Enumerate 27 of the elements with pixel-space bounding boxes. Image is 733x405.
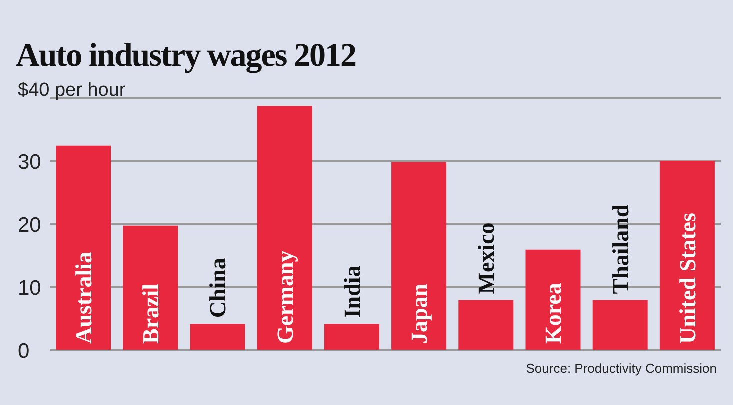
bar	[190, 324, 246, 350]
chart-title: Auto industry wages 2012	[16, 38, 356, 75]
x-tick-label: Japan	[407, 284, 432, 344]
source-note: Source: Productivity Commission	[526, 361, 717, 376]
bar	[56, 146, 112, 350]
y-tick-label: 20	[18, 214, 42, 237]
x-tick-label: India	[340, 265, 365, 318]
y-tick-label: $40 per hour	[18, 80, 126, 101]
x-tick-label: Mexico	[474, 222, 500, 294]
x-tick-label: Australia	[72, 252, 97, 344]
bar	[458, 300, 514, 350]
x-tick-label: Korea	[541, 282, 566, 344]
bar	[526, 250, 581, 350]
y-tick-label: 10	[18, 277, 42, 300]
bar	[392, 162, 447, 350]
bar	[257, 106, 312, 350]
x-tick-label: United States	[675, 212, 700, 344]
y-tick-label: 0	[18, 340, 30, 363]
bar	[324, 324, 380, 350]
x-tick-label: Thailand	[608, 204, 634, 294]
bar	[123, 226, 178, 350]
x-tick-label: Germany	[272, 250, 298, 344]
x-tick-label: China	[206, 258, 231, 318]
bar	[660, 161, 715, 350]
x-tick-label: Brazil	[138, 284, 164, 344]
bar	[592, 300, 648, 350]
y-tick-label: 30	[18, 151, 42, 174]
